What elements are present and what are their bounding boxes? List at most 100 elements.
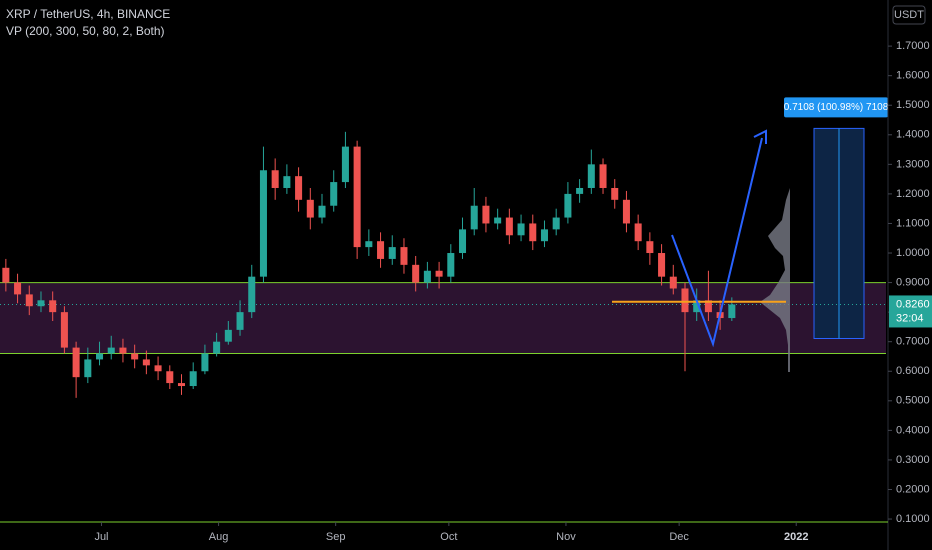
x-tick-label: Dec	[669, 531, 689, 543]
candle-body	[400, 247, 408, 265]
y-tick-label: 1.0000	[896, 247, 930, 259]
candle-body	[224, 329, 232, 342]
chart-title: XRP / TetherUS, 4h, BINANCE	[6, 7, 170, 21]
candle-body	[166, 371, 174, 384]
indicator-label: VP (200, 300, 50, 80, 2, Both)	[6, 24, 165, 38]
candle-body	[540, 229, 548, 242]
candle-body	[306, 199, 314, 218]
candle-body	[49, 300, 57, 313]
candle-body	[72, 347, 80, 378]
candle-body	[236, 312, 244, 330]
y-tick-label: 0.6000	[896, 365, 930, 377]
x-tick-label: Sep	[326, 531, 346, 543]
candle-body	[611, 187, 619, 200]
y-tick-label: 1.7000	[896, 40, 930, 52]
candle-body	[142, 359, 150, 366]
candle-body	[447, 253, 455, 277]
drawn-path	[671, 137, 763, 348]
position-label-box	[784, 97, 888, 118]
candle-body	[599, 164, 607, 188]
y-tick-label: 1.4000	[896, 129, 930, 141]
candle-body	[412, 264, 420, 283]
candle-body	[646, 241, 654, 254]
last-price-box	[889, 295, 932, 328]
y-tick-label: 0.3000	[896, 454, 930, 466]
candle-body	[353, 146, 361, 248]
drawn-arrowhead	[753, 129, 767, 144]
candle-body	[435, 270, 443, 277]
candle-body	[283, 176, 291, 188]
candle-body	[693, 300, 701, 313]
y-tick-label: 0.5000	[896, 395, 930, 407]
candle-body	[459, 229, 467, 254]
candle-body	[704, 300, 712, 313]
candle-body	[14, 282, 22, 295]
x-tick-label: Jul	[94, 531, 108, 543]
y-tick-label: 1.5000	[896, 99, 930, 111]
candle-body	[622, 199, 630, 224]
candle-body	[681, 288, 689, 313]
candle-body	[259, 170, 267, 277]
candle-body	[84, 359, 92, 378]
candle-body	[107, 347, 115, 354]
y-tick-label: 1.2000	[896, 188, 930, 200]
volume-profile	[760, 188, 790, 372]
candle-body	[25, 294, 33, 307]
candle-body	[377, 241, 385, 259]
candle-body	[564, 193, 572, 218]
y-tick-label: 0.7000	[896, 336, 930, 348]
countdown: 32:04	[896, 312, 924, 324]
candle-body	[131, 353, 139, 360]
y-tick-label: 1.3000	[896, 158, 930, 170]
y-tick-label: 0.9000	[896, 276, 930, 288]
candle-body	[552, 217, 560, 230]
candle-body	[318, 205, 326, 218]
candle-body	[271, 170, 279, 188]
candle-body	[669, 276, 677, 289]
currency-box[interactable]	[892, 5, 926, 25]
currency: USDT	[894, 9, 924, 21]
candle-body	[341, 146, 349, 183]
candle-body	[517, 223, 525, 236]
y-tick-label: 1.6000	[896, 70, 930, 82]
candle-body	[154, 365, 162, 372]
candle-body	[248, 276, 256, 313]
y-tick-label: 0.2000	[896, 483, 930, 495]
candle-body	[505, 217, 513, 236]
candle-body	[423, 270, 431, 283]
candle-body	[494, 217, 502, 224]
y-tick-label: 0.1000	[896, 513, 930, 525]
x-tick-label: Aug	[209, 531, 229, 543]
candle-body	[658, 253, 666, 277]
candle-body	[177, 383, 186, 387]
x-tick-label: Oct	[440, 531, 457, 543]
candle-body	[587, 164, 595, 188]
candle-body	[2, 267, 10, 283]
y-tick-label: 1.1000	[896, 217, 930, 229]
candle-body	[295, 176, 303, 200]
candle-body	[365, 241, 373, 248]
candle-body	[119, 347, 127, 354]
candle-body	[201, 353, 209, 372]
candle-body	[634, 223, 642, 242]
position-label: 0.7108 (100.98%) 7108	[784, 102, 889, 113]
candle-body	[189, 371, 197, 387]
candle-body	[728, 304, 736, 319]
candle-body	[529, 223, 537, 242]
candle-body	[96, 353, 104, 360]
x-tick-label: 2022	[784, 531, 808, 543]
candle-body	[482, 205, 490, 224]
candle-body	[213, 341, 221, 354]
candle-body	[388, 247, 396, 259]
candle-body	[37, 300, 45, 307]
candle-body	[60, 312, 68, 348]
candle-body	[470, 205, 478, 230]
zone-band	[0, 282, 886, 354]
candle-body	[576, 187, 584, 194]
last-price-label: 0.8260	[896, 298, 930, 310]
candle-body	[330, 182, 338, 206]
x-tick-label: Nov	[556, 531, 576, 543]
y-tick-label: 0.4000	[896, 424, 930, 436]
